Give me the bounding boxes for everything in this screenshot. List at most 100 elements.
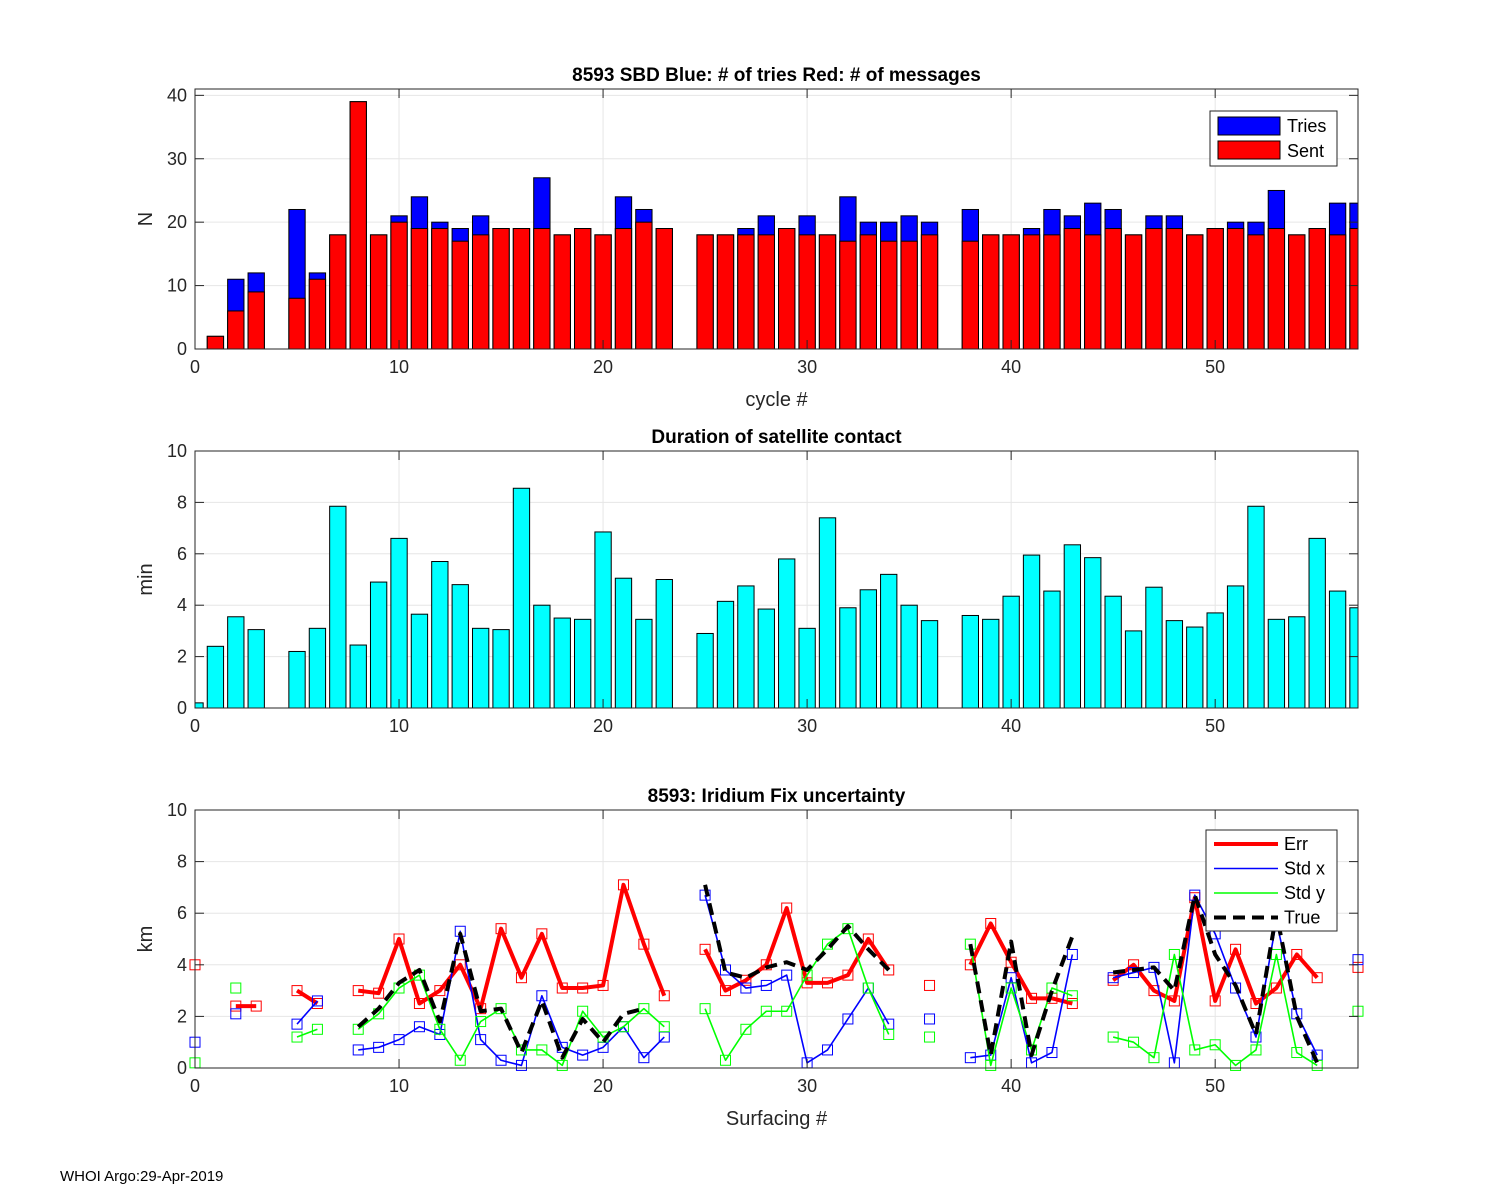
std-y-marker: [1005, 982, 1017, 994]
legend-swatch-tries: [1217, 116, 1281, 136]
duration-bar: [451, 584, 469, 709]
duration-bar: [920, 620, 939, 709]
sent-bar: [349, 101, 367, 350]
sent-bar: [492, 228, 510, 350]
std-y-marker: [536, 1044, 548, 1056]
std-y-marker: [1250, 1044, 1262, 1056]
legend-label-tries: Tries: [1287, 116, 1326, 136]
std-x-marker: [1148, 961, 1160, 973]
duration-bar: [614, 577, 633, 709]
std-x-marker: [230, 1008, 242, 1020]
sent-bar: [696, 234, 714, 350]
x-tick-label: 20: [593, 357, 613, 377]
err-marker: [230, 1000, 242, 1012]
sent-bar: [1308, 228, 1326, 350]
duration-bar: [982, 618, 1000, 709]
std-x-marker: [311, 995, 323, 1007]
sent-bar: [920, 234, 939, 350]
err-marker: [781, 902, 793, 914]
std-y-marker: [699, 1003, 711, 1015]
duration-bar: [798, 627, 816, 709]
err-marker: [1311, 972, 1323, 984]
duration-bar: [349, 644, 367, 709]
duration-bar: [1226, 585, 1245, 709]
err-marker: [862, 933, 874, 945]
sbd-plot-area: [195, 89, 1358, 349]
x-tick-label: 30: [797, 716, 817, 736]
duration-bar: [737, 585, 755, 709]
std-x-marker: [760, 979, 772, 991]
std-y-marker: [842, 923, 854, 935]
fix-y-label: km: [135, 926, 157, 953]
err-marker: [597, 979, 609, 991]
std-x-marker: [924, 1013, 936, 1025]
err-marker: [1270, 982, 1282, 994]
y-tick-label: 10: [167, 441, 187, 461]
y-tick-label: 10: [167, 276, 187, 296]
fix-legend: Err Std x Std y True: [1205, 829, 1338, 932]
std-x-marker: [740, 982, 752, 994]
err-marker: [291, 985, 303, 997]
y-tick-label: 40: [167, 85, 187, 105]
err-marker: [924, 979, 936, 991]
err-marker: [699, 943, 711, 955]
true-line: [703, 884, 891, 980]
std-x-marker: [495, 1054, 507, 1066]
duration-bar: [757, 608, 775, 709]
duration-bar: [1247, 505, 1265, 709]
sbd-legend: Tries Sent: [1209, 110, 1338, 167]
sent-bar: [1247, 234, 1265, 350]
duration-bar: [1349, 607, 1359, 709]
std-y-marker: [924, 1031, 936, 1043]
std-x-marker: [964, 1052, 976, 1064]
sent-bar: [1124, 234, 1143, 350]
std-y-marker: [577, 1005, 589, 1017]
legend-label-std-y: Std y: [1284, 883, 1325, 903]
duration-bar: [512, 487, 531, 709]
duration-bar: [1288, 616, 1306, 709]
duration-bar: [1084, 557, 1102, 709]
legend-box: [1205, 829, 1338, 932]
std-y-marker: [862, 982, 874, 994]
std-x-marker: [1066, 948, 1078, 960]
std-x-marker: [781, 969, 793, 981]
std-y-marker: [556, 1059, 568, 1071]
y-tick-label: 10: [167, 800, 187, 820]
err-marker: [1026, 992, 1038, 1004]
err-marker: [1168, 995, 1180, 1007]
sent-bar: [329, 234, 347, 350]
err-marker: [250, 1000, 262, 1012]
std-x-marker: [638, 1052, 650, 1064]
std-y-marker: [1209, 1039, 1221, 1051]
sent-bar: [410, 228, 429, 350]
sent-bar: [574, 228, 592, 350]
x-tick-label: 10: [389, 357, 409, 377]
true-line: [968, 935, 1075, 1058]
err-marker: [658, 990, 670, 1002]
duration-bar: [716, 600, 735, 709]
y-tick-label: 6: [177, 903, 187, 923]
sent-bar: [1349, 228, 1359, 350]
fix-x-label: Surfacing #: [726, 1108, 828, 1130]
x-tick-label: 40: [1001, 1076, 1021, 1096]
duration-bar: [533, 604, 551, 709]
err-marker: [577, 982, 589, 994]
duration-plot-area: [195, 451, 1358, 708]
err-marker: [413, 998, 425, 1009]
duration-bar: [1104, 595, 1122, 709]
y-tick-label: 20: [167, 212, 187, 232]
std-y-marker: [638, 1003, 650, 1015]
err-marker: [883, 964, 895, 976]
std-x-marker: [536, 990, 548, 1002]
std-x-marker: [475, 1034, 487, 1046]
x-tick-label: 40: [1001, 716, 1021, 736]
sent-bar: [512, 228, 531, 350]
series-std-y: [189, 923, 1364, 1071]
y-tick-label: 2: [177, 647, 187, 667]
sent-bar: [1145, 228, 1163, 350]
legend-label-sent: Sent: [1287, 141, 1324, 161]
duration-bar: [227, 616, 245, 709]
fix-title: 8593: Iridium Fix uncertainty: [648, 786, 906, 807]
x-tick-label: 0: [190, 357, 200, 377]
std-y-marker: [1168, 948, 1180, 960]
